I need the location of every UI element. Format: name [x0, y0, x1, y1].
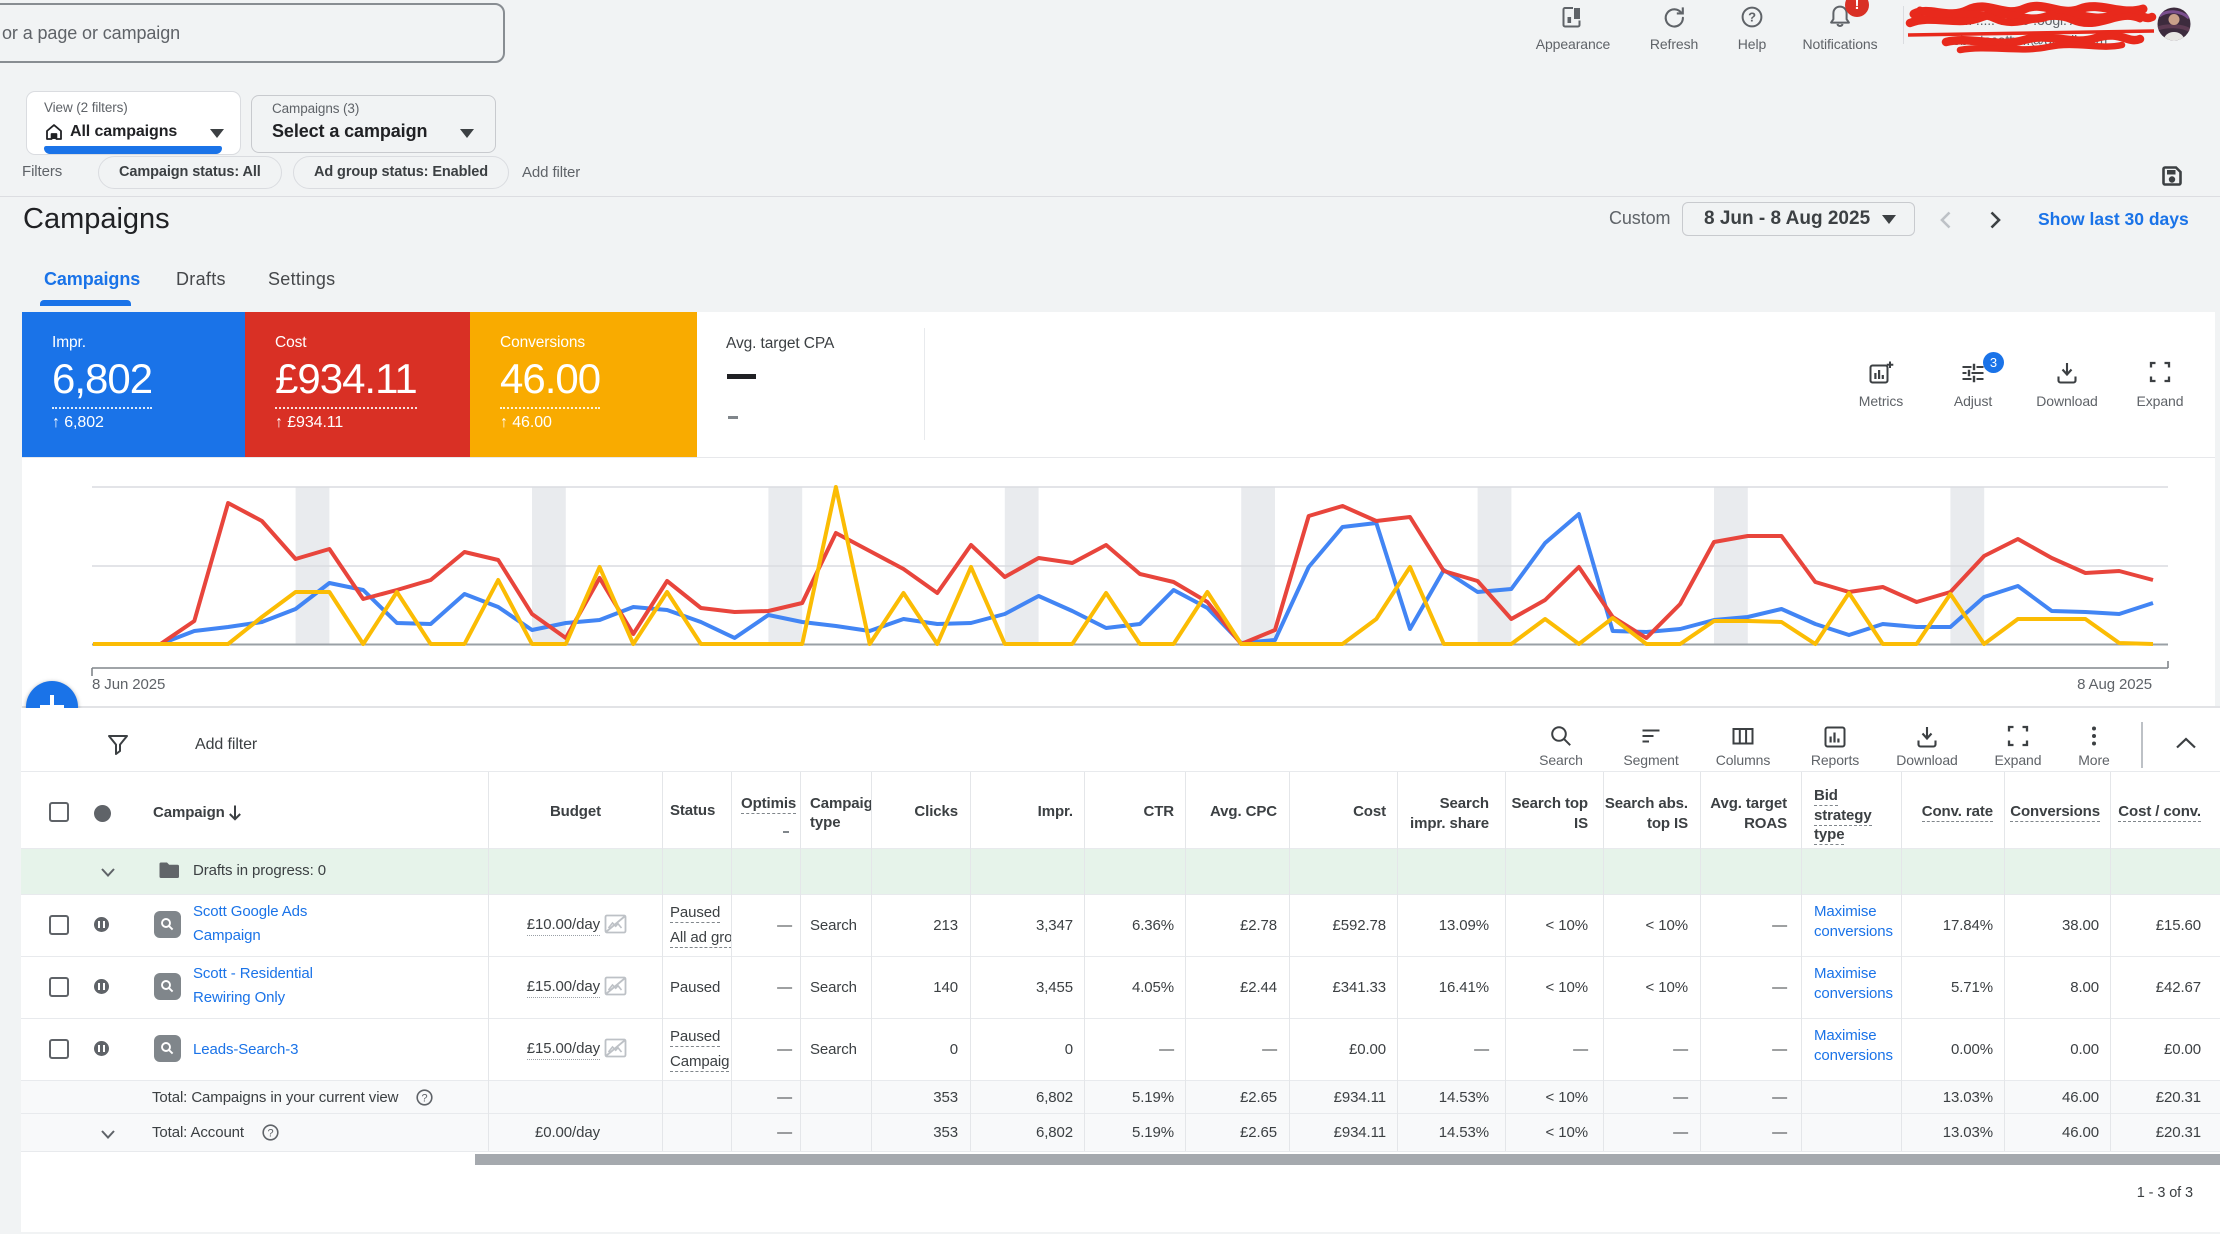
svg-text:?: ?: [267, 1128, 273, 1140]
svg-text:?: ?: [1748, 10, 1756, 25]
svg-text:?: ?: [421, 1093, 427, 1105]
